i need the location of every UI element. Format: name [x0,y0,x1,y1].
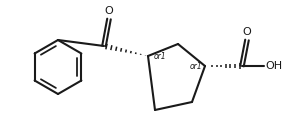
Text: or1: or1 [190,62,202,71]
Text: O: O [242,27,251,37]
Text: O: O [105,6,113,16]
Text: or1: or1 [154,52,167,61]
Text: OH: OH [265,61,282,71]
